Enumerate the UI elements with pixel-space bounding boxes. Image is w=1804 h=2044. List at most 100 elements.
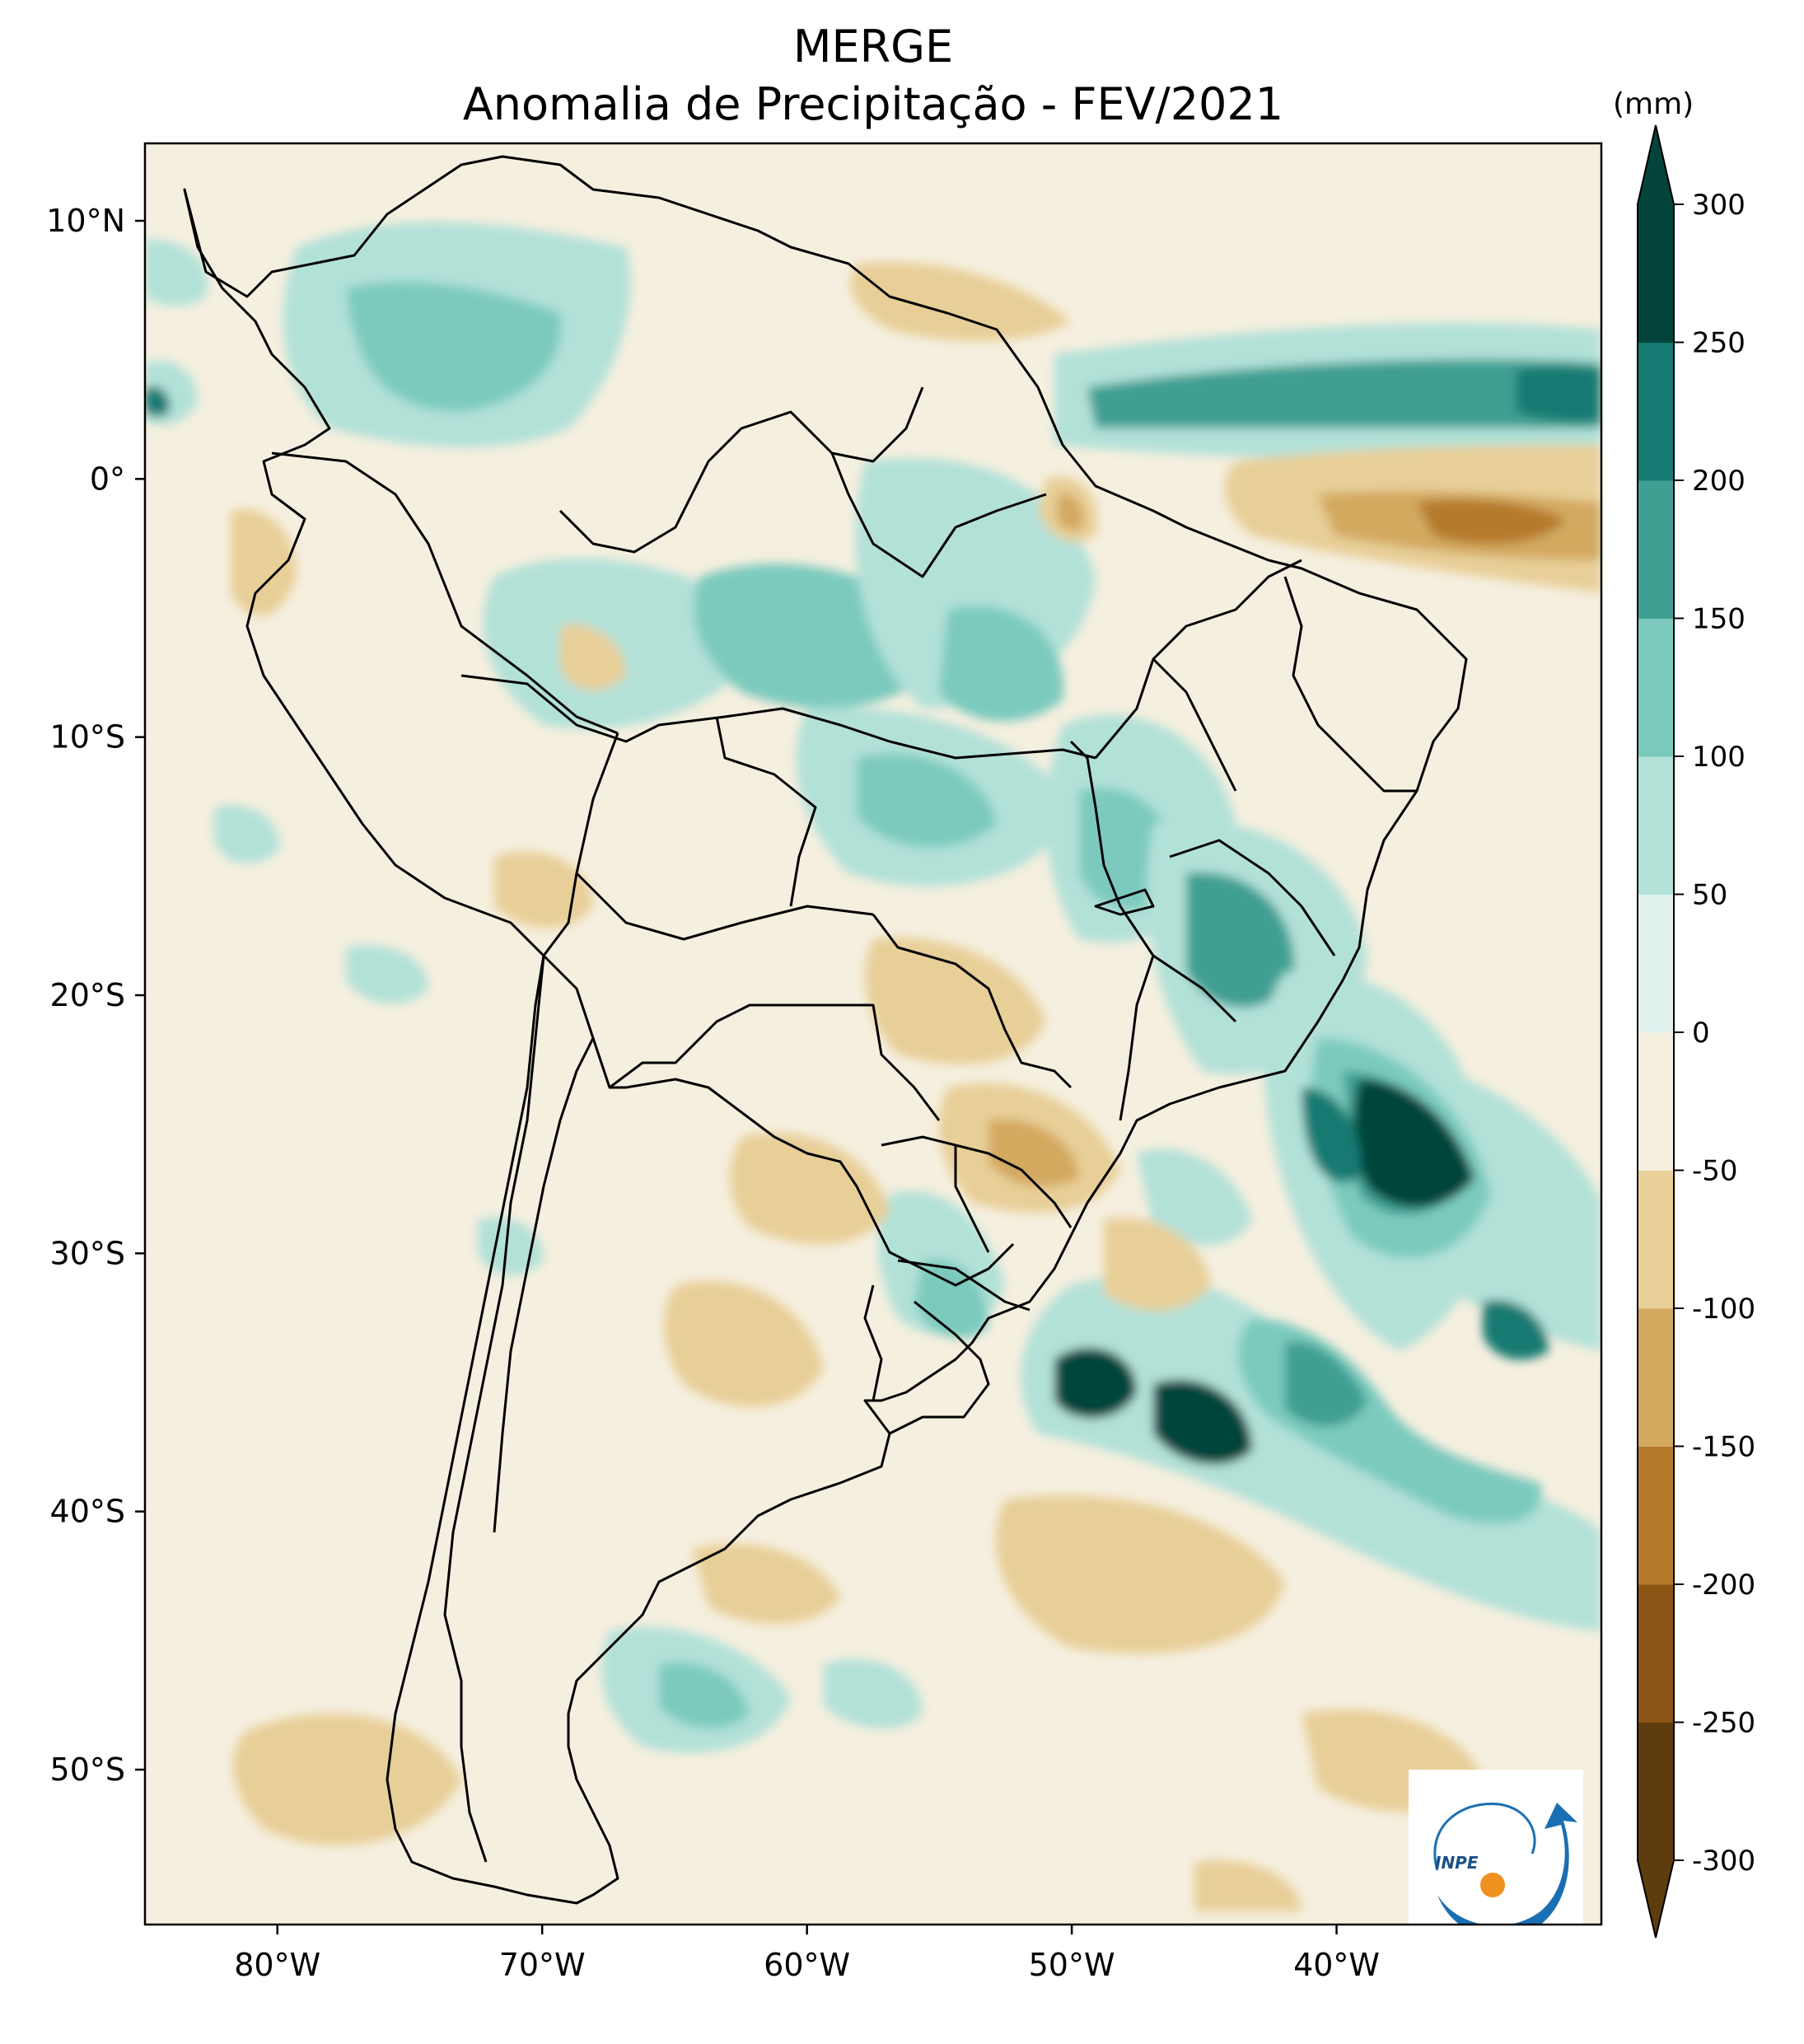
border-line xyxy=(575,872,874,941)
colorbar-tick-label: -300 xyxy=(1692,1845,1755,1878)
colorbar-tick-label: 150 xyxy=(1692,603,1746,636)
anomaly-region xyxy=(346,945,428,1004)
arrow-icon xyxy=(1437,1803,1577,1925)
anomaly-region xyxy=(346,281,562,412)
colorbar-tick-label: -250 xyxy=(1692,1707,1755,1740)
border-line xyxy=(715,716,817,907)
anomaly-region xyxy=(1021,1275,1601,1631)
anomaly-region xyxy=(1087,359,1601,428)
colorbar-tick-label: -100 xyxy=(1692,1293,1755,1326)
anomaly-region xyxy=(1285,1341,1367,1427)
anomaly-region xyxy=(1194,1860,1302,1911)
inpe-logo: INPE xyxy=(1409,1770,1583,1925)
border-line xyxy=(1152,657,1237,792)
border-line xyxy=(897,1259,1031,1312)
colorbar-segment xyxy=(1638,1032,1674,1171)
border-line xyxy=(872,914,1073,1089)
border-line xyxy=(830,452,1047,578)
x-tick-label: 40°W xyxy=(1293,1947,1380,1983)
colorbar-segment xyxy=(1638,894,1674,1033)
map-frame xyxy=(143,142,1603,1926)
anomaly-region xyxy=(692,1543,840,1625)
colorbar-segment xyxy=(1638,618,1674,757)
anomaly-region xyxy=(988,1119,1079,1187)
y-tick-label: 10°S xyxy=(50,719,125,755)
anomaly-region xyxy=(1153,1379,1252,1465)
border-line xyxy=(443,955,545,1863)
anomaly-fields xyxy=(145,222,1601,1911)
logo-orbit xyxy=(1433,1803,1536,1871)
anomaly-region xyxy=(231,509,297,616)
anomaly-region xyxy=(145,239,208,306)
anomaly-region xyxy=(824,1658,923,1729)
border-line xyxy=(1069,740,1237,1023)
y-tick-label: 50°S xyxy=(50,1752,125,1788)
anomaly-region xyxy=(1104,1218,1211,1312)
anomaly-region xyxy=(1056,493,1084,531)
colorbar-segment xyxy=(1638,480,1674,619)
anomaly-region xyxy=(995,1494,1285,1654)
anomaly-region xyxy=(494,851,593,928)
colorbar-segment xyxy=(1638,204,1674,343)
x-tick-label: 60°W xyxy=(764,1947,850,1983)
y-tick-label: 30°S xyxy=(50,1235,125,1271)
map-title: MERGE xyxy=(792,21,954,72)
colorbar-segment xyxy=(1638,1308,1674,1447)
anomaly-region xyxy=(664,1280,824,1407)
border-line xyxy=(954,1145,990,1253)
colorbar-segment xyxy=(1638,342,1674,481)
colorbar-segment xyxy=(1638,756,1674,895)
anomaly-region xyxy=(1186,872,1295,1008)
anomaly-region xyxy=(560,624,626,691)
border-line xyxy=(881,1135,1073,1228)
y-tick-label: 0° xyxy=(90,461,125,497)
colorbar: -300 -250 -200 -150 -100 -50 0 50 100 150 200 250 30… xyxy=(1637,124,1755,1939)
border-line xyxy=(542,954,1015,1287)
anomaly-region xyxy=(1137,1148,1252,1246)
border-line xyxy=(1119,955,1155,1121)
y-tick-label: 10°N xyxy=(46,203,125,239)
border-line xyxy=(493,1037,595,1533)
anomaly-region xyxy=(214,805,280,864)
colorbar-tick-label: 200 xyxy=(1692,465,1746,498)
colorbar-segment xyxy=(1638,1446,1674,1585)
anomaly-region xyxy=(730,1132,890,1245)
anomaly-region xyxy=(145,386,170,417)
colorbar-tick-label: 100 xyxy=(1692,741,1746,774)
anomaly-region xyxy=(1483,1300,1549,1360)
anomaly-region xyxy=(857,753,997,848)
colorbar-tick-label: -50 xyxy=(1692,1155,1738,1188)
colorbar-unit: (mm) xyxy=(1613,87,1694,121)
logo-text: INPE xyxy=(1435,1853,1479,1873)
x-tick-label: 80°W xyxy=(234,1947,320,1983)
x-tick-label: 70°W xyxy=(499,1947,586,1983)
colorbar-segment xyxy=(1638,1584,1674,1723)
border-line xyxy=(889,1300,990,1435)
y-tick-label: 20°S xyxy=(50,977,125,1013)
colorbar-tick-label: 250 xyxy=(1692,327,1746,360)
country-borders xyxy=(183,155,1468,1905)
continent-outline xyxy=(183,155,1468,1905)
colorbar-tick-label: 0 xyxy=(1692,1017,1710,1050)
x-axis: 80°W 70°W 60°W 50°W 40°W xyxy=(234,1925,1380,1983)
border-line xyxy=(558,386,924,554)
x-tick-label: 50°W xyxy=(1029,1947,1115,1983)
anomaly-region xyxy=(232,1714,461,1845)
colorbar-tick-label: 300 xyxy=(1692,189,1746,222)
y-tick-label: 40°S xyxy=(50,1494,125,1530)
colorbar-extend-min xyxy=(1638,1860,1674,1938)
border-line xyxy=(1169,839,1336,957)
sun-icon xyxy=(1480,1873,1505,1897)
border-line xyxy=(460,674,1096,760)
anomaly-region xyxy=(1302,1087,1361,1183)
border-line xyxy=(1283,576,1417,793)
border-line xyxy=(1094,559,1302,759)
border-line xyxy=(863,1284,883,1401)
anomaly-region xyxy=(1417,499,1565,545)
colorbar-extend-max xyxy=(1638,125,1674,204)
border-line xyxy=(609,1003,941,1121)
anomaly-region xyxy=(850,262,1071,341)
y-axis: 10°N 0° 10°S 20°S 30°S 40°S 50°S xyxy=(46,203,145,1788)
map-subtitle: Anomalia de Precipitação - FEV/2021 xyxy=(462,78,1284,130)
